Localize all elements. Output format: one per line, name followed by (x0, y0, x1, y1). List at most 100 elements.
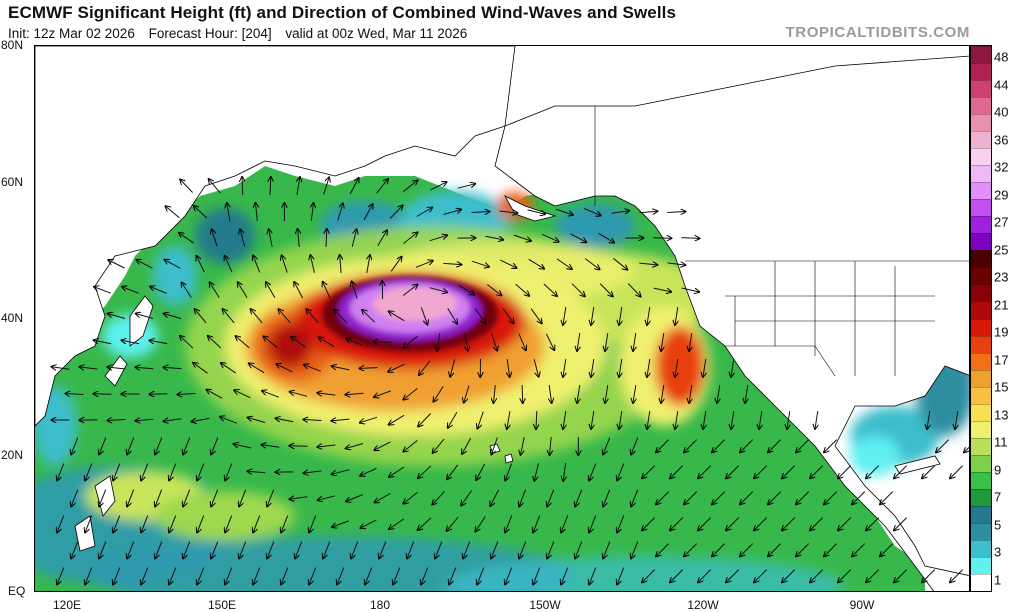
wave-direction-arrow (169, 463, 177, 481)
wave-direction-arrow (421, 567, 429, 585)
wave-direction-arrow (340, 255, 341, 274)
colorbar-segment (971, 182, 991, 200)
colorbar-segment (971, 148, 991, 166)
wave-direction-arrow (227, 203, 230, 221)
wave-direction-arrow (543, 283, 557, 296)
wave-direction-arrow (433, 438, 445, 453)
wave-direction-arrow (276, 418, 294, 423)
wave-direction-arrow (248, 418, 266, 423)
colorbar-tick-label: 29 (994, 187, 1009, 203)
wave-direction-arrow (192, 418, 210, 421)
wave-direction-arrow (239, 541, 247, 559)
colorbar-legend (970, 45, 992, 592)
wave-direction-arrow (253, 256, 261, 273)
wave-direction-arrow (166, 206, 180, 219)
wave-direction-arrow (647, 307, 650, 325)
wave-direction-arrow (633, 385, 636, 403)
wave-direction-arrow (505, 515, 513, 533)
wave-height-map (35, 46, 969, 591)
wave-direction-arrow (303, 420, 322, 421)
wave-direction-arrow (533, 359, 538, 376)
wave-direction-arrow (236, 336, 250, 349)
lon-label-120w: 120W (687, 598, 719, 612)
map-panel[interactable] (34, 45, 970, 592)
colorbar-segment (971, 437, 991, 455)
wave-direction-arrow (251, 309, 263, 324)
colorbar-tick-label: 7 (994, 489, 1002, 505)
wave-direction-arrow (267, 489, 275, 507)
wave-direction-arrow (267, 541, 275, 559)
wave-direction-arrow (894, 465, 908, 479)
wave-direction-arrow (429, 235, 447, 242)
wave-direction-arrow (262, 445, 280, 447)
wave-direction-arrow (141, 463, 149, 481)
wave-direction-arrow (866, 569, 880, 583)
wave-direction-arrow (471, 212, 489, 213)
wave-direction-arrow (617, 463, 625, 481)
wave-direction-arrow (717, 385, 720, 403)
wave-direction-arrow (852, 543, 866, 557)
wave-direction-arrow (670, 569, 684, 583)
wave-direction-arrow (689, 385, 692, 403)
wave-direction-arrow (165, 260, 181, 269)
wave-direction-arrow (936, 439, 950, 453)
wave-direction-arrow (169, 515, 177, 533)
wave-direction-arrow (684, 491, 698, 505)
wave-direction-arrow (345, 393, 364, 394)
wave-direction-arrow (474, 308, 485, 324)
wave-direction-arrow (113, 463, 121, 481)
wave-direction-arrow (418, 517, 432, 530)
wave-direction-arrow (281, 515, 289, 533)
wave-direction-arrow (317, 393, 336, 395)
wave-direction-arrow (346, 494, 363, 502)
wave-direction-arrow (376, 179, 388, 194)
wave-direction-arrow (964, 446, 969, 453)
wave-direction-arrow (796, 543, 810, 557)
japan-islands (104, 295, 154, 387)
wave-direction-arrow (591, 359, 594, 377)
wave-direction-arrow (447, 464, 459, 479)
wave-direction-arrow (177, 394, 196, 395)
wave-direction-arrow (150, 287, 167, 294)
wave-direction-arrow (99, 489, 107, 507)
wave-direction-arrow (681, 287, 700, 292)
wave-direction-arrow (291, 337, 306, 348)
wave-direction-arrow (415, 261, 433, 268)
wave-direction-arrow (360, 467, 377, 475)
wave-direction-arrow (323, 282, 331, 299)
colorbar-tick-label: 5 (994, 517, 1002, 533)
wave-direction-arrow (605, 333, 608, 351)
wave-direction-arrow (950, 465, 964, 479)
wave-direction-arrow (639, 211, 657, 213)
wave-direction-arrow (373, 342, 392, 343)
wave-direction-arrow (922, 465, 936, 479)
wave-direction-arrow (712, 491, 726, 505)
wave-direction-arrow (212, 229, 218, 247)
wave-direction-arrow (279, 309, 291, 324)
wave-direction-arrow (450, 359, 456, 376)
wave-direction-arrow (499, 211, 517, 213)
wave-direction-arrow (667, 263, 686, 265)
wave-direction-arrow (462, 437, 472, 454)
wave-direction-arrow (402, 232, 417, 244)
wave-direction-arrow (253, 567, 261, 585)
wave-direction-arrow (530, 308, 542, 324)
lat-label-80n: 80N (1, 38, 24, 52)
wave-direction-arrow (135, 367, 154, 369)
wave-direction-arrow (522, 384, 523, 403)
wave-direction-arrow (642, 465, 656, 479)
wave-direction-arrow (528, 258, 544, 268)
wave-direction-arrow (318, 495, 336, 500)
cuba-island (894, 455, 941, 475)
brand-watermark: TROPICALTIDBITS.COM (785, 24, 970, 41)
wave-direction-arrow (491, 541, 499, 559)
wave-direction-arrow (337, 567, 345, 585)
wave-direction-arrow (675, 359, 678, 377)
direction-arrows (51, 177, 969, 585)
wave-direction-arrow (306, 309, 319, 324)
wave-direction-arrow (225, 515, 233, 533)
wave-direction-arrow (113, 567, 121, 585)
colorbar-segment (971, 488, 991, 506)
wave-direction-arrow (754, 517, 768, 531)
wave-direction-arrow (519, 489, 526, 507)
